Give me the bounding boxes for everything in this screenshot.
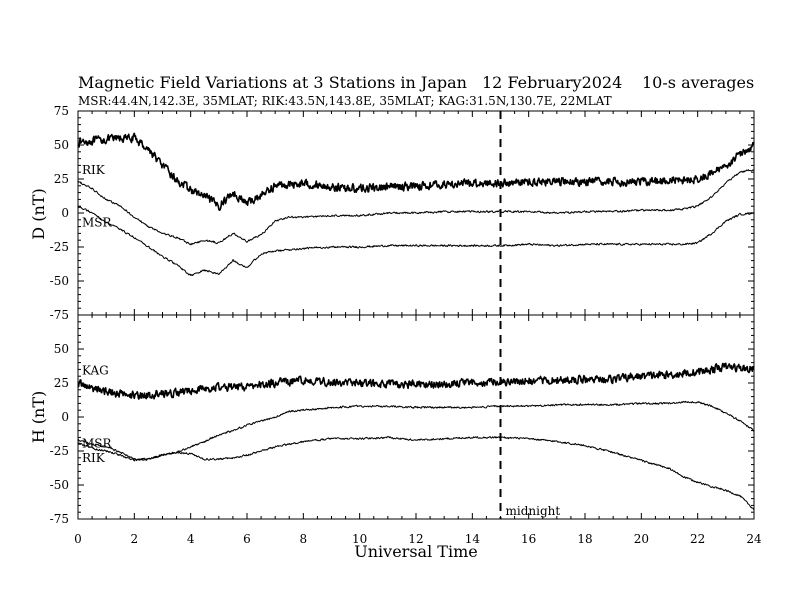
station-label-msr: MSR <box>82 215 113 229</box>
series-line-msr <box>77 400 755 461</box>
chart-averaging: 10-s averages <box>642 73 754 92</box>
series-line-msr <box>77 205 755 276</box>
station-coordinates: MSR:44.4N,142.3E, 35MLAT; RIK:43.5N,143.… <box>78 94 612 108</box>
midnight-annotation: midnight <box>506 504 561 518</box>
d-axis-label: D (nT) <box>29 188 48 239</box>
y-tick-label: -25 <box>50 444 69 458</box>
x-tick-label: 12 <box>408 532 423 546</box>
series-line-kag <box>77 132 755 211</box>
panel-frame-1 <box>77 314 755 520</box>
series-line-rik <box>77 436 755 511</box>
h-axis-label: H (nT) <box>29 391 48 444</box>
x-tick-label: 22 <box>690 532 705 546</box>
x-tick-label: 4 <box>187 532 195 546</box>
x-tick-label: 16 <box>521 532 536 546</box>
x-axis-label: Universal Time <box>354 542 477 561</box>
x-tick-label: 18 <box>577 532 592 546</box>
y-tick-label: -25 <box>50 240 69 254</box>
station-label-rik: RIK <box>82 451 106 465</box>
y-tick-label: -75 <box>50 512 69 526</box>
y-tick-label: 0 <box>61 206 69 220</box>
y-tick-label: 0 <box>61 410 69 424</box>
x-tick-label: 6 <box>243 532 251 546</box>
y-tick-label: -50 <box>50 478 69 492</box>
series-line-rik <box>77 169 755 246</box>
x-tick-label: 10 <box>352 532 367 546</box>
station-label-rik: RIK <box>82 163 106 177</box>
y-tick-label: 50 <box>54 342 69 356</box>
y-tick-label: 50 <box>54 138 69 152</box>
h-component-panel: 50 25 0 -25 -50 -75 <box>50 314 755 526</box>
series-line-kag <box>77 362 755 400</box>
x-tick-label: 0 <box>74 532 82 546</box>
x-tick-label: 2 <box>131 532 139 546</box>
y-tick-label: 25 <box>54 376 69 390</box>
y-tick-label: 75 <box>54 104 69 118</box>
x-tick-label: 8 <box>300 532 308 546</box>
y-tick-label: 25 <box>54 172 69 186</box>
y-tick-label: -50 <box>50 274 69 288</box>
station-label-kag: KAG <box>82 363 109 377</box>
chart-date: 12 February2024 <box>482 73 622 92</box>
x-tick-label: 20 <box>634 532 649 546</box>
x-tick-label: 14 <box>465 532 481 546</box>
d-component-panel: 75 50 25 0 -25 -50 -75 <box>50 104 755 322</box>
station-label-msr: MSR <box>82 437 113 451</box>
y-tick-label: -75 <box>50 308 69 322</box>
x-tick-label: 24 <box>746 532 762 546</box>
chart-title: Magnetic Field Variations at 3 Stations … <box>78 73 467 92</box>
